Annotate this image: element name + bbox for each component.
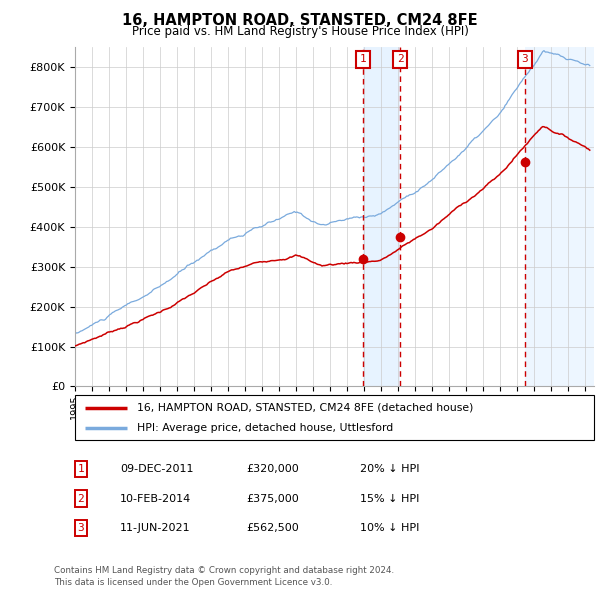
Text: 1: 1 <box>360 54 367 64</box>
Text: 09-DEC-2011: 09-DEC-2011 <box>120 464 193 474</box>
Text: HPI: Average price, detached house, Uttlesford: HPI: Average price, detached house, Uttl… <box>137 424 394 434</box>
Text: 15% ↓ HPI: 15% ↓ HPI <box>360 494 419 503</box>
Text: £562,500: £562,500 <box>246 523 299 533</box>
Bar <box>525 47 594 386</box>
FancyBboxPatch shape <box>75 395 594 440</box>
Text: 2: 2 <box>77 494 85 503</box>
Text: £320,000: £320,000 <box>246 464 299 474</box>
Text: 3: 3 <box>521 54 528 64</box>
Text: 20% ↓ HPI: 20% ↓ HPI <box>360 464 419 474</box>
Text: 10% ↓ HPI: 10% ↓ HPI <box>360 523 419 533</box>
Text: Contains HM Land Registry data © Crown copyright and database right 2024.
This d: Contains HM Land Registry data © Crown c… <box>54 566 394 587</box>
Text: 16, HAMPTON ROAD, STANSTED, CM24 8FE (detached house): 16, HAMPTON ROAD, STANSTED, CM24 8FE (de… <box>137 403 473 412</box>
Text: 1: 1 <box>77 464 85 474</box>
Text: 10-FEB-2014: 10-FEB-2014 <box>120 494 191 503</box>
Text: £375,000: £375,000 <box>246 494 299 503</box>
Text: 2: 2 <box>397 54 403 64</box>
Text: 16, HAMPTON ROAD, STANSTED, CM24 8FE: 16, HAMPTON ROAD, STANSTED, CM24 8FE <box>122 13 478 28</box>
Bar <box>363 47 400 386</box>
Text: Price paid vs. HM Land Registry's House Price Index (HPI): Price paid vs. HM Land Registry's House … <box>131 25 469 38</box>
Text: 11-JUN-2021: 11-JUN-2021 <box>120 523 191 533</box>
Text: 3: 3 <box>77 523 85 533</box>
